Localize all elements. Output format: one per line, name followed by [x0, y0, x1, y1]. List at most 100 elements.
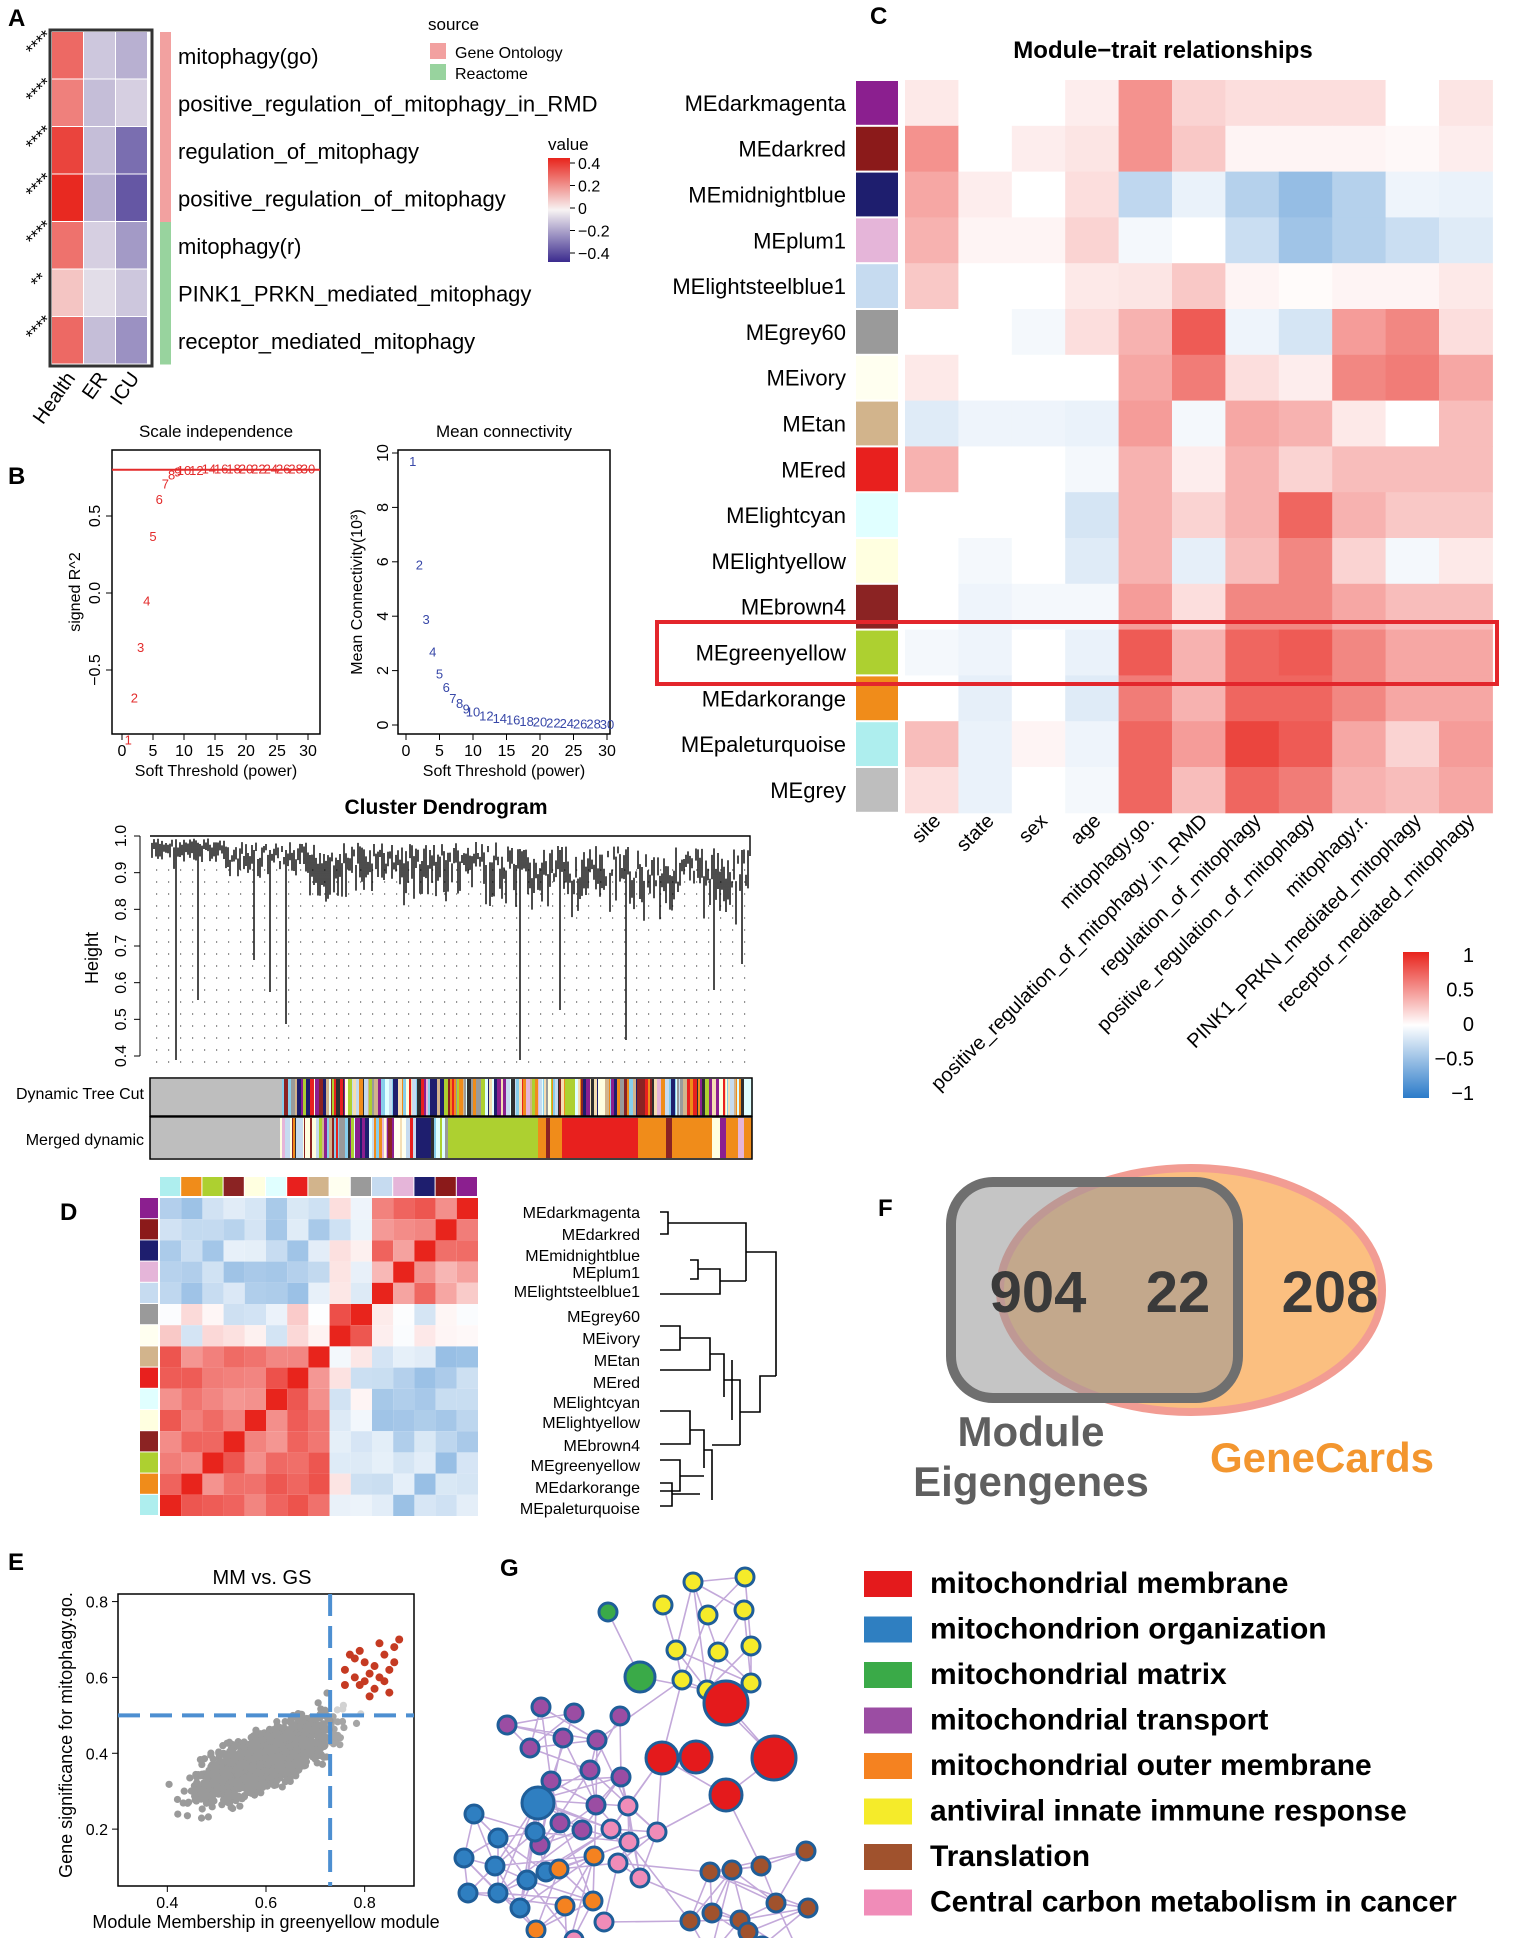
- dynamic-tree-cut-segment: [315, 1079, 319, 1116]
- correlation-cell: [1225, 354, 1280, 402]
- adjacency-cell: [223, 1367, 245, 1389]
- correlation-cell: [1118, 217, 1173, 264]
- gene-point: [198, 1805, 206, 1813]
- adjacency-row-swatch: [140, 1473, 158, 1494]
- adjacency-cell: [223, 1410, 245, 1432]
- adjacency-row-swatch: [140, 1304, 158, 1325]
- adjacency-cell: [414, 1304, 436, 1326]
- adjacency-cell: [244, 1198, 266, 1220]
- dynamic-tree-cut-segment: [578, 1079, 580, 1116]
- adjacency-cell: [308, 1198, 330, 1220]
- correlation-cell: [1118, 125, 1173, 173]
- network-node: [750, 1855, 772, 1877]
- adjacency-cell: [160, 1473, 182, 1495]
- network-node: [679, 1910, 701, 1932]
- dynamic-tree-cut-segment: [700, 1079, 702, 1116]
- panel-letter-c: C: [870, 3, 887, 30]
- merged-dynamic-segment: [442, 1118, 445, 1158]
- dynamic-tree-cut-segment: [580, 1079, 581, 1116]
- network-node: [646, 1821, 668, 1843]
- gene-point: [173, 1795, 182, 1804]
- dynamic-tree-cut-segment: [392, 1079, 393, 1116]
- network-node: [617, 1795, 639, 1817]
- adjacency-cell: [393, 1431, 415, 1453]
- merged-dynamic-segment: [672, 1118, 712, 1158]
- merged-dynamic-segment: [319, 1118, 322, 1158]
- power-point: 26: [276, 461, 290, 476]
- conn-ytick-label: 10: [375, 444, 392, 462]
- adjacency-cell: [223, 1473, 245, 1495]
- overlap-gene-point: [390, 1658, 399, 1667]
- dynamic-tree-cut-segment: [522, 1079, 523, 1116]
- power-point: 8: [456, 696, 463, 711]
- adjacency-cell: [329, 1452, 351, 1474]
- correlation-cell: [1011, 721, 1066, 768]
- dynamic-tree-cut-segment: [546, 1079, 548, 1116]
- network-node: [582, 1890, 604, 1912]
- adjacency-cell: [456, 1325, 478, 1347]
- correlation-cell: [1011, 354, 1066, 402]
- adjacency-cell: [223, 1282, 245, 1304]
- dendro-ytick-label: 0.9: [113, 861, 130, 883]
- value-tick-label: −0.4: [578, 246, 610, 263]
- gene-point: [274, 1757, 282, 1765]
- network-node: [721, 1859, 743, 1881]
- adjacency-cell: [350, 1367, 372, 1389]
- adjacency-cell: [329, 1325, 351, 1347]
- power-point: 1: [409, 454, 416, 469]
- dynamic-tree-cut-segment: [736, 1079, 737, 1116]
- panel-a-cell: [116, 127, 147, 174]
- merged-dynamic-segment: [280, 1118, 282, 1158]
- correlation-cell: [1332, 309, 1387, 356]
- gene-point: [222, 1773, 230, 1781]
- dynamic-tree-cut-segment: [323, 1079, 325, 1116]
- dynamic-tree-cut-segment: [489, 1079, 492, 1116]
- dynamic-tree-cut-segment: [301, 1079, 303, 1116]
- module-label: MEivory: [767, 366, 846, 391]
- dynamic-tree-cut-segment: [295, 1079, 297, 1116]
- adjacency-cell: [160, 1452, 182, 1474]
- merged-dynamic-segment: [354, 1118, 355, 1158]
- dynamic-tree-cut-segment: [336, 1079, 340, 1116]
- module-label: MEplum1: [753, 228, 846, 253]
- pathway-label: receptor_mediated_mitophagy: [178, 329, 475, 354]
- merged-dynamic-segment: [358, 1118, 360, 1158]
- gene-point: [165, 1780, 173, 1788]
- panel-a-cell: [52, 174, 83, 221]
- adjacency-cell: [244, 1346, 266, 1368]
- adjacency-cell: [202, 1431, 224, 1453]
- dynamic-tree-cut-segment: [516, 1079, 519, 1116]
- enrichment-network: mitochondrial membrane mitochondrion orga…: [453, 1566, 1457, 1938]
- overlap-gene-point: [385, 1688, 394, 1697]
- dynamic-tree-cut-segment: [609, 1079, 610, 1116]
- adjacency-cell: [202, 1304, 224, 1326]
- dynamic-tree-cut-segment: [452, 1079, 454, 1116]
- merged-dynamic-segment: [292, 1118, 293, 1158]
- dynamic-tree-cut-segment: [698, 1079, 700, 1116]
- module-label: MEdarkred: [738, 137, 846, 162]
- conn-xtick-label: 30: [598, 743, 616, 760]
- power-point: 2: [416, 558, 423, 573]
- adjacency-cell: [202, 1198, 224, 1220]
- dendro-ytick-label: 0.6: [113, 971, 130, 993]
- dynamic-tree-cut-segment: [314, 1079, 315, 1116]
- dynamic-tree-cut-segment: [343, 1079, 344, 1116]
- adjacency-cell: [414, 1325, 436, 1347]
- gene-point: [331, 1733, 339, 1741]
- panel-a-cell: [52, 79, 83, 126]
- adjacency-cell: [287, 1346, 309, 1368]
- network-node: [618, 1831, 640, 1853]
- correlation-cell: [958, 263, 1013, 310]
- correlation-cell: [1118, 400, 1173, 447]
- overlap-gene-point: [340, 1665, 349, 1674]
- module-color-swatch: [856, 768, 898, 812]
- adjacency-cell: [181, 1388, 203, 1410]
- dendro-ytick-label: 0.8: [113, 898, 130, 920]
- adjacency-cell: [266, 1282, 288, 1304]
- dynamic-tree-cut-segment: [702, 1079, 703, 1116]
- correlation-cell: [1225, 721, 1280, 768]
- power-point: 30: [301, 461, 315, 476]
- correlation-cell: [1332, 263, 1387, 310]
- correlation-cell: [1118, 309, 1173, 356]
- adjacency-cell: [456, 1452, 478, 1474]
